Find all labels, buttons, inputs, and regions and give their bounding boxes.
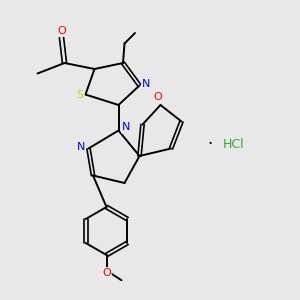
Text: N: N bbox=[77, 142, 85, 152]
Text: O: O bbox=[102, 268, 111, 278]
Text: N: N bbox=[142, 79, 150, 89]
Text: ·: · bbox=[207, 135, 213, 153]
Text: S: S bbox=[76, 89, 84, 100]
Text: O: O bbox=[153, 92, 162, 103]
Text: N: N bbox=[122, 122, 130, 133]
Text: HCl: HCl bbox=[223, 137, 245, 151]
Text: O: O bbox=[57, 26, 66, 36]
